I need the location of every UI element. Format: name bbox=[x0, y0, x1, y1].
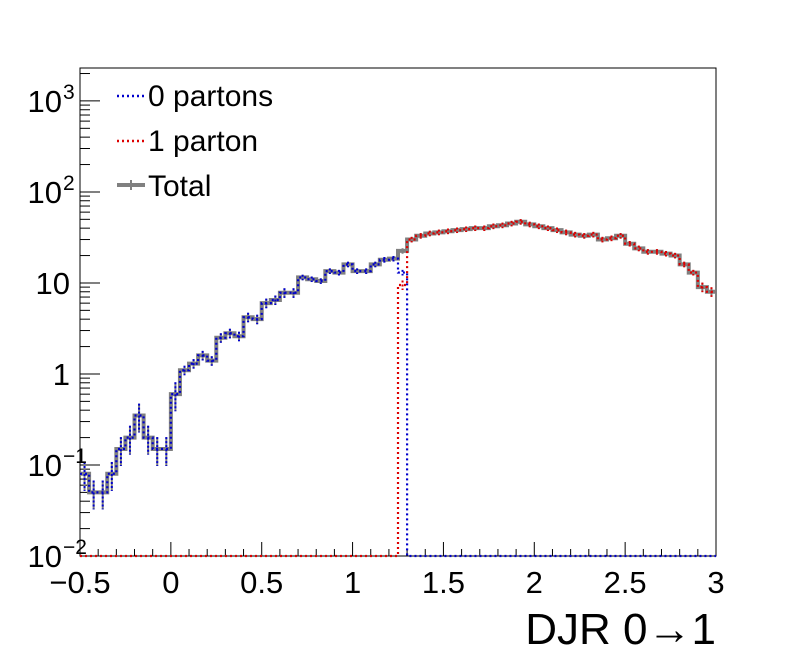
y-tick-label: 10 bbox=[36, 266, 70, 301]
x-tick-label: 2.5 bbox=[604, 565, 647, 600]
legend: 0 partons 1 parton Total bbox=[117, 80, 273, 203]
series-1-parton-step bbox=[80, 220, 716, 558]
series-layer bbox=[80, 219, 716, 558]
y-tick-exponent: 2 bbox=[63, 172, 75, 195]
y-tick-exponent: −1 bbox=[63, 445, 87, 468]
x-tick-label: 1.5 bbox=[422, 565, 465, 600]
legend-label-0-partons: 0 partons bbox=[148, 80, 273, 113]
x-tick-label: 0.5 bbox=[240, 565, 283, 600]
y-tick-label: 10 bbox=[28, 175, 62, 210]
legend-label-total: Total bbox=[148, 170, 211, 203]
x-tick-label: 3 bbox=[707, 565, 724, 600]
x-tick-label: 1 bbox=[344, 565, 361, 600]
x-tick-label: 2 bbox=[526, 565, 543, 600]
y-tick-label: 10 bbox=[28, 448, 62, 483]
y-tick-label: 1 bbox=[53, 357, 70, 392]
y-tick-exponent: 3 bbox=[63, 81, 75, 104]
y-tick-exponent: −2 bbox=[63, 536, 87, 559]
y-tick-label: 10 bbox=[28, 539, 62, 574]
x-axis-label: DJR 0→1 bbox=[525, 605, 716, 654]
y-tick-label: 10 bbox=[28, 84, 62, 119]
x-tick-label: −0.5 bbox=[49, 565, 110, 600]
legend-label-1-parton: 1 parton bbox=[148, 125, 258, 158]
x-tick-label: 0 bbox=[162, 565, 179, 600]
plot-frame bbox=[79, 67, 717, 557]
